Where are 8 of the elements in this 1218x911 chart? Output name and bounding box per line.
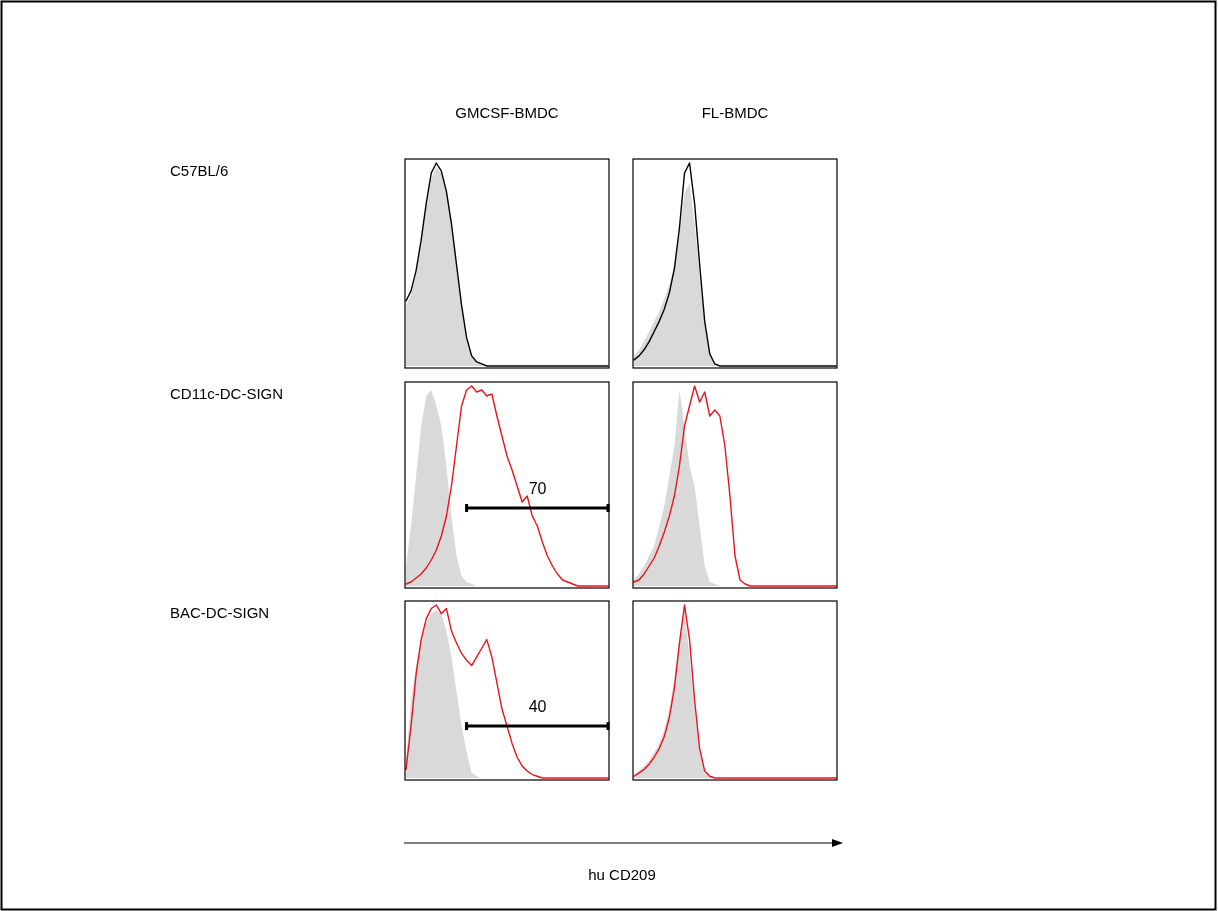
y-axis-title: BAC-DC-SIGN — [170, 604, 270, 621]
annotation: 70 — [528, 479, 547, 497]
chart-title: FL-BMDC — [701, 104, 769, 121]
chart-title: GMCSF-BMDC — [455, 104, 559, 121]
y-axis-title: CD11c-DC-SIGN — [170, 385, 284, 402]
x-axis-title: hu CD209 — [588, 866, 656, 883]
y-axis-title: C57BL/6 — [170, 162, 229, 179]
annotation: 40 — [528, 698, 547, 716]
